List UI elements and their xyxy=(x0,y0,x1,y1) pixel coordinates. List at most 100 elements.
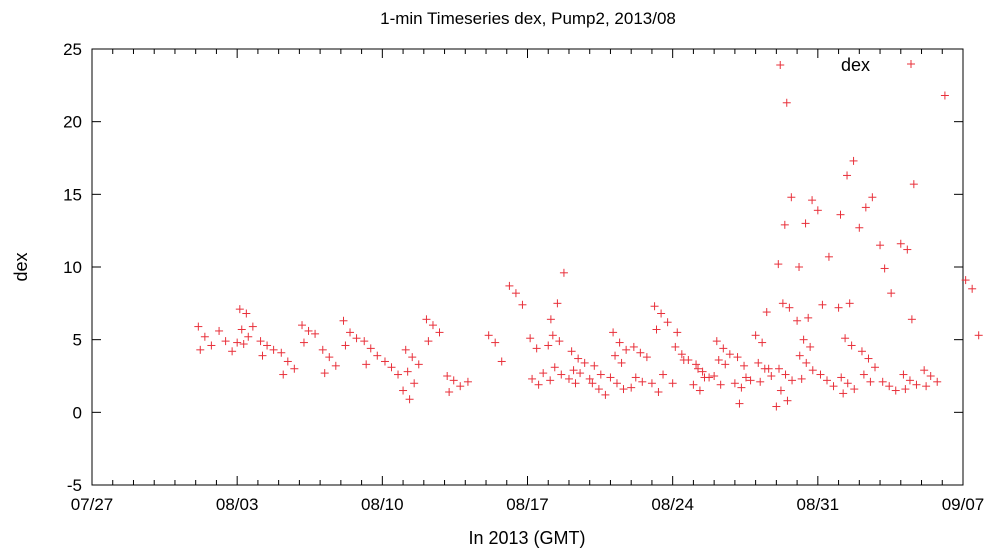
data-point xyxy=(679,356,688,365)
data-point xyxy=(778,299,787,308)
data-point xyxy=(341,341,350,350)
data-point xyxy=(299,338,308,347)
data-point xyxy=(546,376,555,385)
data-point xyxy=(905,376,914,385)
data-point xyxy=(901,385,910,394)
plot-frame xyxy=(91,48,964,486)
data-point xyxy=(258,351,267,360)
data-point xyxy=(940,91,949,100)
data-point xyxy=(544,341,553,350)
data-point xyxy=(868,193,877,202)
legend-marker-dex xyxy=(907,60,915,68)
data-point xyxy=(668,379,677,388)
data-point xyxy=(841,334,850,343)
data-point xyxy=(652,325,661,334)
data-point xyxy=(615,338,624,347)
data-point xyxy=(555,337,564,346)
data-point xyxy=(564,374,573,383)
data-point xyxy=(878,377,887,386)
data-point xyxy=(764,364,773,373)
data-point xyxy=(836,210,845,219)
data-point xyxy=(256,337,265,346)
data-point xyxy=(325,353,334,362)
data-point xyxy=(638,377,647,386)
data-point xyxy=(414,360,423,369)
data-point xyxy=(574,354,583,363)
data-point xyxy=(866,377,875,386)
data-point xyxy=(689,380,698,389)
data-point xyxy=(756,377,765,386)
data-point xyxy=(746,376,755,385)
data-point xyxy=(401,345,410,354)
data-point xyxy=(891,386,900,395)
data-point xyxy=(797,374,806,383)
data-point xyxy=(242,309,251,318)
data-point xyxy=(822,376,831,385)
data-point xyxy=(829,382,838,391)
data-point xyxy=(585,374,594,383)
data-point xyxy=(362,360,371,369)
data-point xyxy=(735,399,744,408)
data-point xyxy=(339,316,348,325)
data-point xyxy=(410,379,419,388)
data-point xyxy=(737,383,746,392)
legend-label-dex: dex xyxy=(841,55,870,75)
data-point xyxy=(526,334,535,343)
data-point xyxy=(849,156,858,165)
data-point xyxy=(394,370,403,379)
data-point xyxy=(360,337,369,346)
data-point xyxy=(601,390,610,399)
data-point xyxy=(920,366,929,375)
data-point xyxy=(712,337,721,346)
data-point xyxy=(813,206,822,215)
data-point xyxy=(767,372,776,380)
data-point xyxy=(714,356,723,365)
data-point xyxy=(659,370,668,379)
x-tick-label: 07/27 xyxy=(71,495,114,514)
y-tick-label: 5 xyxy=(73,331,82,350)
data-point xyxy=(443,372,452,380)
data-point xyxy=(716,380,725,389)
data-point xyxy=(484,331,493,340)
data-point xyxy=(787,193,796,202)
data-point xyxy=(200,332,209,341)
data-point xyxy=(751,331,760,340)
data-point xyxy=(571,379,580,388)
data-point xyxy=(277,348,286,357)
data-point xyxy=(834,303,843,312)
data-point xyxy=(861,203,870,212)
y-tick-label: -5 xyxy=(67,476,82,495)
data-point xyxy=(539,369,548,378)
data-point xyxy=(550,363,559,372)
data-point xyxy=(580,358,589,367)
data-point xyxy=(283,357,292,366)
data-point xyxy=(781,370,790,379)
data-point xyxy=(758,338,767,347)
data-point xyxy=(719,344,728,353)
data-point xyxy=(445,387,454,396)
data-point xyxy=(693,364,702,373)
data-point xyxy=(776,60,785,69)
data-point xyxy=(774,260,783,269)
data-point xyxy=(663,318,672,327)
x-axis-label: In 2013 (GMT) xyxy=(468,528,585,548)
data-point xyxy=(859,370,868,379)
data-point xyxy=(647,379,656,388)
data-point xyxy=(876,241,885,250)
data-point xyxy=(248,322,257,331)
data-point xyxy=(795,351,804,360)
data-point xyxy=(627,383,636,392)
data-point xyxy=(692,360,701,369)
data-point xyxy=(269,345,278,354)
data-point xyxy=(799,335,808,344)
y-tick-label: 0 xyxy=(73,403,82,422)
data-point xyxy=(346,328,355,337)
data-point xyxy=(298,321,307,330)
data-point xyxy=(785,303,794,312)
data-point xyxy=(422,315,431,324)
data-point xyxy=(710,372,719,380)
data-point xyxy=(698,367,707,376)
data-point xyxy=(845,299,854,308)
data-point xyxy=(806,342,815,351)
legend: dex xyxy=(841,55,915,75)
